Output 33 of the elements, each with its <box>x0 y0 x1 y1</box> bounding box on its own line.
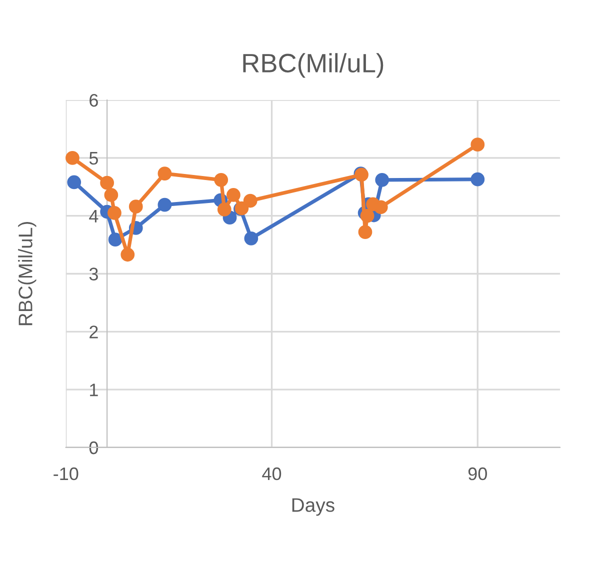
point <box>470 138 485 152</box>
x-tick-label: -10 <box>54 467 78 480</box>
point <box>244 231 258 246</box>
y-tick-label: 4 <box>89 210 98 222</box>
point <box>108 232 122 247</box>
chart-title: RBC(Mil/uL) <box>243 53 384 78</box>
point <box>158 198 172 212</box>
y-tick-label: 2 <box>90 326 98 338</box>
point <box>470 172 485 186</box>
point <box>100 176 114 190</box>
point <box>217 202 232 216</box>
y-axis-title: RBC(Mil/uL) <box>18 222 36 326</box>
point <box>104 188 118 202</box>
point <box>243 194 258 208</box>
point <box>67 175 82 190</box>
point <box>108 206 122 220</box>
point <box>226 188 240 202</box>
point <box>66 150 80 165</box>
y-tick-label: 3 <box>89 268 98 280</box>
x-axis-title: Days <box>292 498 334 516</box>
point <box>374 200 388 214</box>
point <box>214 172 228 187</box>
x-tick-label: 90 <box>468 467 487 480</box>
y-tick-label: 5 <box>89 152 98 165</box>
point <box>360 208 374 223</box>
point <box>128 200 143 214</box>
x-tick-label: 40 <box>262 467 282 480</box>
point <box>158 166 172 180</box>
point <box>375 172 390 187</box>
point <box>120 248 135 262</box>
point <box>358 225 372 239</box>
y-tick-label: 1 <box>90 384 98 396</box>
y-tick-label: 6 <box>90 94 98 107</box>
